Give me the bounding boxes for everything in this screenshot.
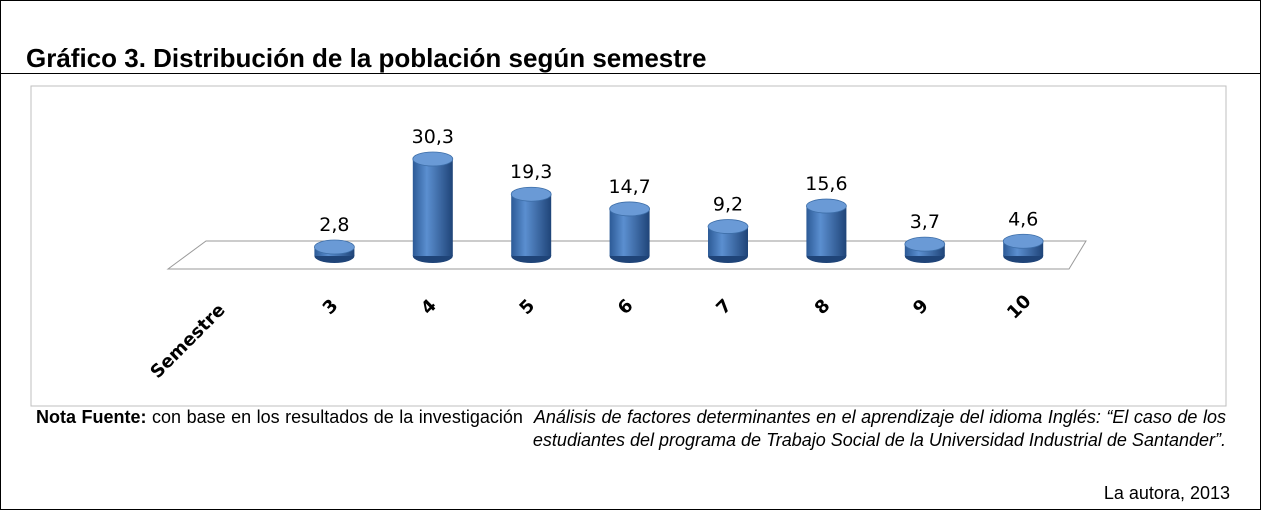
note-source: Análisis de factores determinantes en el… (532, 407, 1226, 450)
bar (609, 201, 650, 263)
note-label: Nota Fuente: (36, 407, 147, 427)
title-rule (1, 73, 1260, 74)
note-text: con base en los resultados de la investi… (152, 407, 523, 427)
data-label: 30,3 (412, 126, 454, 148)
bar-top (412, 151, 454, 167)
bar (1002, 233, 1044, 263)
bar (510, 186, 552, 263)
bar-top (806, 198, 847, 214)
bar-top (313, 239, 355, 255)
note: Nota Fuente: con base en los resultados … (36, 406, 1226, 452)
bar (806, 198, 847, 263)
bar (707, 219, 749, 263)
bar (412, 151, 454, 263)
bar-top (609, 201, 650, 217)
bar-top (707, 219, 749, 234)
bar-top (510, 186, 552, 202)
bar-body (609, 208, 650, 256)
bar-top (1002, 233, 1044, 249)
data-label: 2,8 (319, 214, 349, 236)
data-label: 3,7 (910, 211, 940, 233)
note-credit: La autora, 2013 (1103, 483, 1230, 503)
data-label: 4,6 (1008, 208, 1038, 230)
chart-title: Gráfico 3. Distribución de la población … (26, 43, 707, 73)
bar (313, 239, 355, 263)
bar (904, 236, 946, 263)
bar-top (904, 236, 946, 252)
data-label: 19,3 (510, 161, 552, 183)
data-label: 14,7 (608, 176, 650, 198)
data-label: 15,6 (805, 173, 847, 195)
bar-body (511, 194, 552, 256)
data-label: 9,2 (713, 194, 743, 216)
bar-body (806, 206, 847, 256)
bar-body (412, 159, 453, 256)
